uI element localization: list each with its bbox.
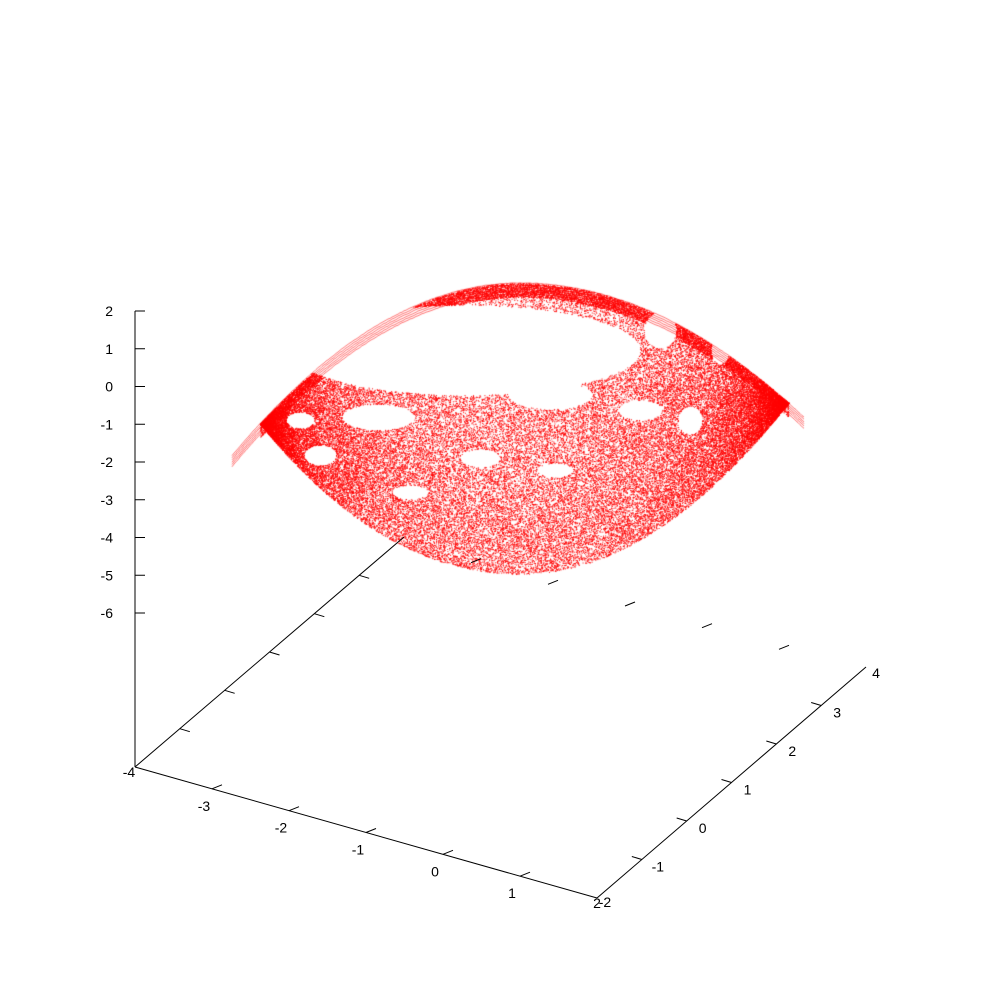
x-tick-label: -3 — [198, 798, 211, 814]
y-tick-mirror — [359, 574, 370, 579]
z-tick-label: -5 — [101, 567, 114, 583]
z-tick-label: -1 — [101, 416, 114, 432]
z-tick-label: -4 — [101, 530, 114, 546]
x-tick-label: -2 — [275, 820, 288, 836]
z-tick-label: 1 — [105, 341, 113, 357]
z-tick-label: 2 — [105, 303, 113, 319]
x-tick-mirror — [778, 644, 790, 650]
y-tick-mirror — [224, 689, 235, 694]
x-tick — [365, 828, 377, 833]
x-tick-label: 0 — [431, 863, 439, 879]
x-tick — [519, 871, 531, 877]
x-tick-mirror — [701, 623, 713, 629]
x-tick — [211, 784, 223, 790]
y-tick — [631, 856, 642, 860]
x-tick-mirror — [624, 601, 636, 607]
y-tick — [721, 779, 732, 783]
x-tick-mirror — [547, 579, 559, 585]
x-tick-label: 1 — [508, 885, 516, 901]
y-tick-label: 2 — [788, 743, 796, 759]
x-tick-label: -4 — [123, 764, 136, 780]
x-tick-label: -1 — [352, 842, 365, 858]
x-tick-mirror — [470, 558, 482, 564]
y-tick-label: 0 — [699, 820, 707, 836]
x-tick-label: 2 — [593, 895, 601, 911]
y-tick-label: -2 — [599, 894, 612, 910]
y-tick — [676, 817, 687, 822]
y-tick-mirror — [179, 728, 190, 733]
y-tick-label: 3 — [833, 705, 841, 721]
y-tick — [811, 702, 822, 706]
x-tick — [288, 806, 300, 812]
y-tick-mirror — [269, 651, 280, 656]
y-tick — [766, 740, 777, 745]
z-tick-label: 0 — [105, 379, 113, 395]
y-tick-mirror — [314, 613, 325, 618]
z-tick-label: -3 — [101, 492, 114, 508]
z-tick-label: -2 — [101, 454, 114, 470]
y-tick-label: -1 — [652, 859, 665, 875]
x-tick — [442, 849, 454, 855]
y-tick-label: 1 — [744, 782, 752, 798]
z-tick-label: -6 — [101, 605, 114, 621]
y-tick-label: 4 — [872, 665, 880, 681]
